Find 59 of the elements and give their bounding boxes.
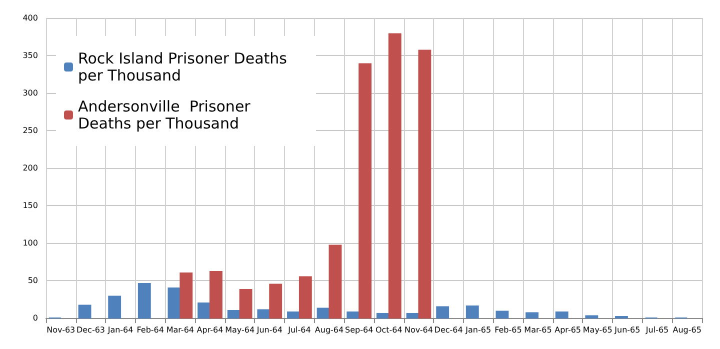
- x-tick-label: May-64: [225, 326, 255, 334]
- x-tick-label: Jul-65: [644, 326, 669, 334]
- x-tick-label: Jan-65: [464, 326, 492, 334]
- bar: [316, 308, 330, 318]
- bar: [466, 306, 479, 318]
- y-tick-label: 250: [22, 126, 38, 135]
- x-tick-label: Aug-64: [314, 326, 344, 334]
- x-tick-label: Aug-65: [672, 326, 702, 334]
- y-tick-label: 150: [22, 201, 38, 210]
- bar: [555, 312, 568, 318]
- legend-label: Andersonville Prisoner Deaths per Thousand: [78, 98, 256, 132]
- bar: [239, 289, 252, 318]
- bar: [108, 296, 122, 318]
- x-tick-label: Nov-63: [46, 326, 76, 334]
- bar: [180, 272, 193, 318]
- bar: [388, 33, 402, 318]
- bar: [585, 315, 598, 318]
- x-tick-label: Mar-64: [166, 326, 194, 334]
- bar: [526, 312, 538, 318]
- bar: [406, 313, 420, 318]
- bar: [358, 63, 372, 318]
- x-tick-label: Apr-65: [554, 326, 582, 334]
- y-tick-label: 50: [28, 276, 38, 285]
- bar: [298, 276, 312, 318]
- y-tick-label: 300: [22, 88, 38, 98]
- bar: [287, 312, 300, 318]
- x-tick-label: Oct-64: [375, 326, 402, 334]
- x-tick-label: Feb-65: [494, 326, 522, 334]
- y-tick-label: 100: [22, 238, 38, 248]
- y-tick-label: 0: [32, 314, 38, 322]
- x-tick-label: Jan-64: [106, 326, 134, 334]
- bar: [436, 306, 450, 318]
- bar: [328, 244, 342, 318]
- x-tick-label: Mar-65: [524, 326, 552, 334]
- x-tick-label: Dec-64: [434, 326, 463, 334]
- legend-label: Rock Island Prisoner Deaths per Thousand: [78, 50, 292, 84]
- x-tick-label: Dec-63: [76, 326, 105, 334]
- bar: [269, 284, 282, 318]
- y-tick-label: 350: [22, 51, 38, 60]
- bar: [376, 313, 390, 318]
- bar: [496, 310, 509, 318]
- x-tick-label: Nov-64: [404, 326, 433, 334]
- y-tick-label: 400: [22, 14, 38, 22]
- bar: [138, 283, 151, 318]
- x-tick-label: Jul-64: [287, 326, 311, 334]
- bar: [227, 310, 240, 318]
- bar: [418, 50, 432, 318]
- bar: [210, 271, 222, 318]
- x-tick-label: Jun-64: [256, 326, 282, 334]
- x-tick-label: Apr-64: [196, 326, 224, 334]
- x-tick-label: Sep-64: [345, 326, 374, 334]
- bar: [346, 312, 360, 318]
- x-tick-label: May-65: [582, 326, 612, 334]
- x-tick-label: Jun-65: [614, 326, 640, 334]
- bar: [198, 302, 210, 318]
- x-tick-label: Feb-64: [136, 326, 164, 334]
- y-tick-label: 200: [22, 164, 38, 172]
- bar: [78, 304, 92, 318]
- bar: [257, 309, 270, 318]
